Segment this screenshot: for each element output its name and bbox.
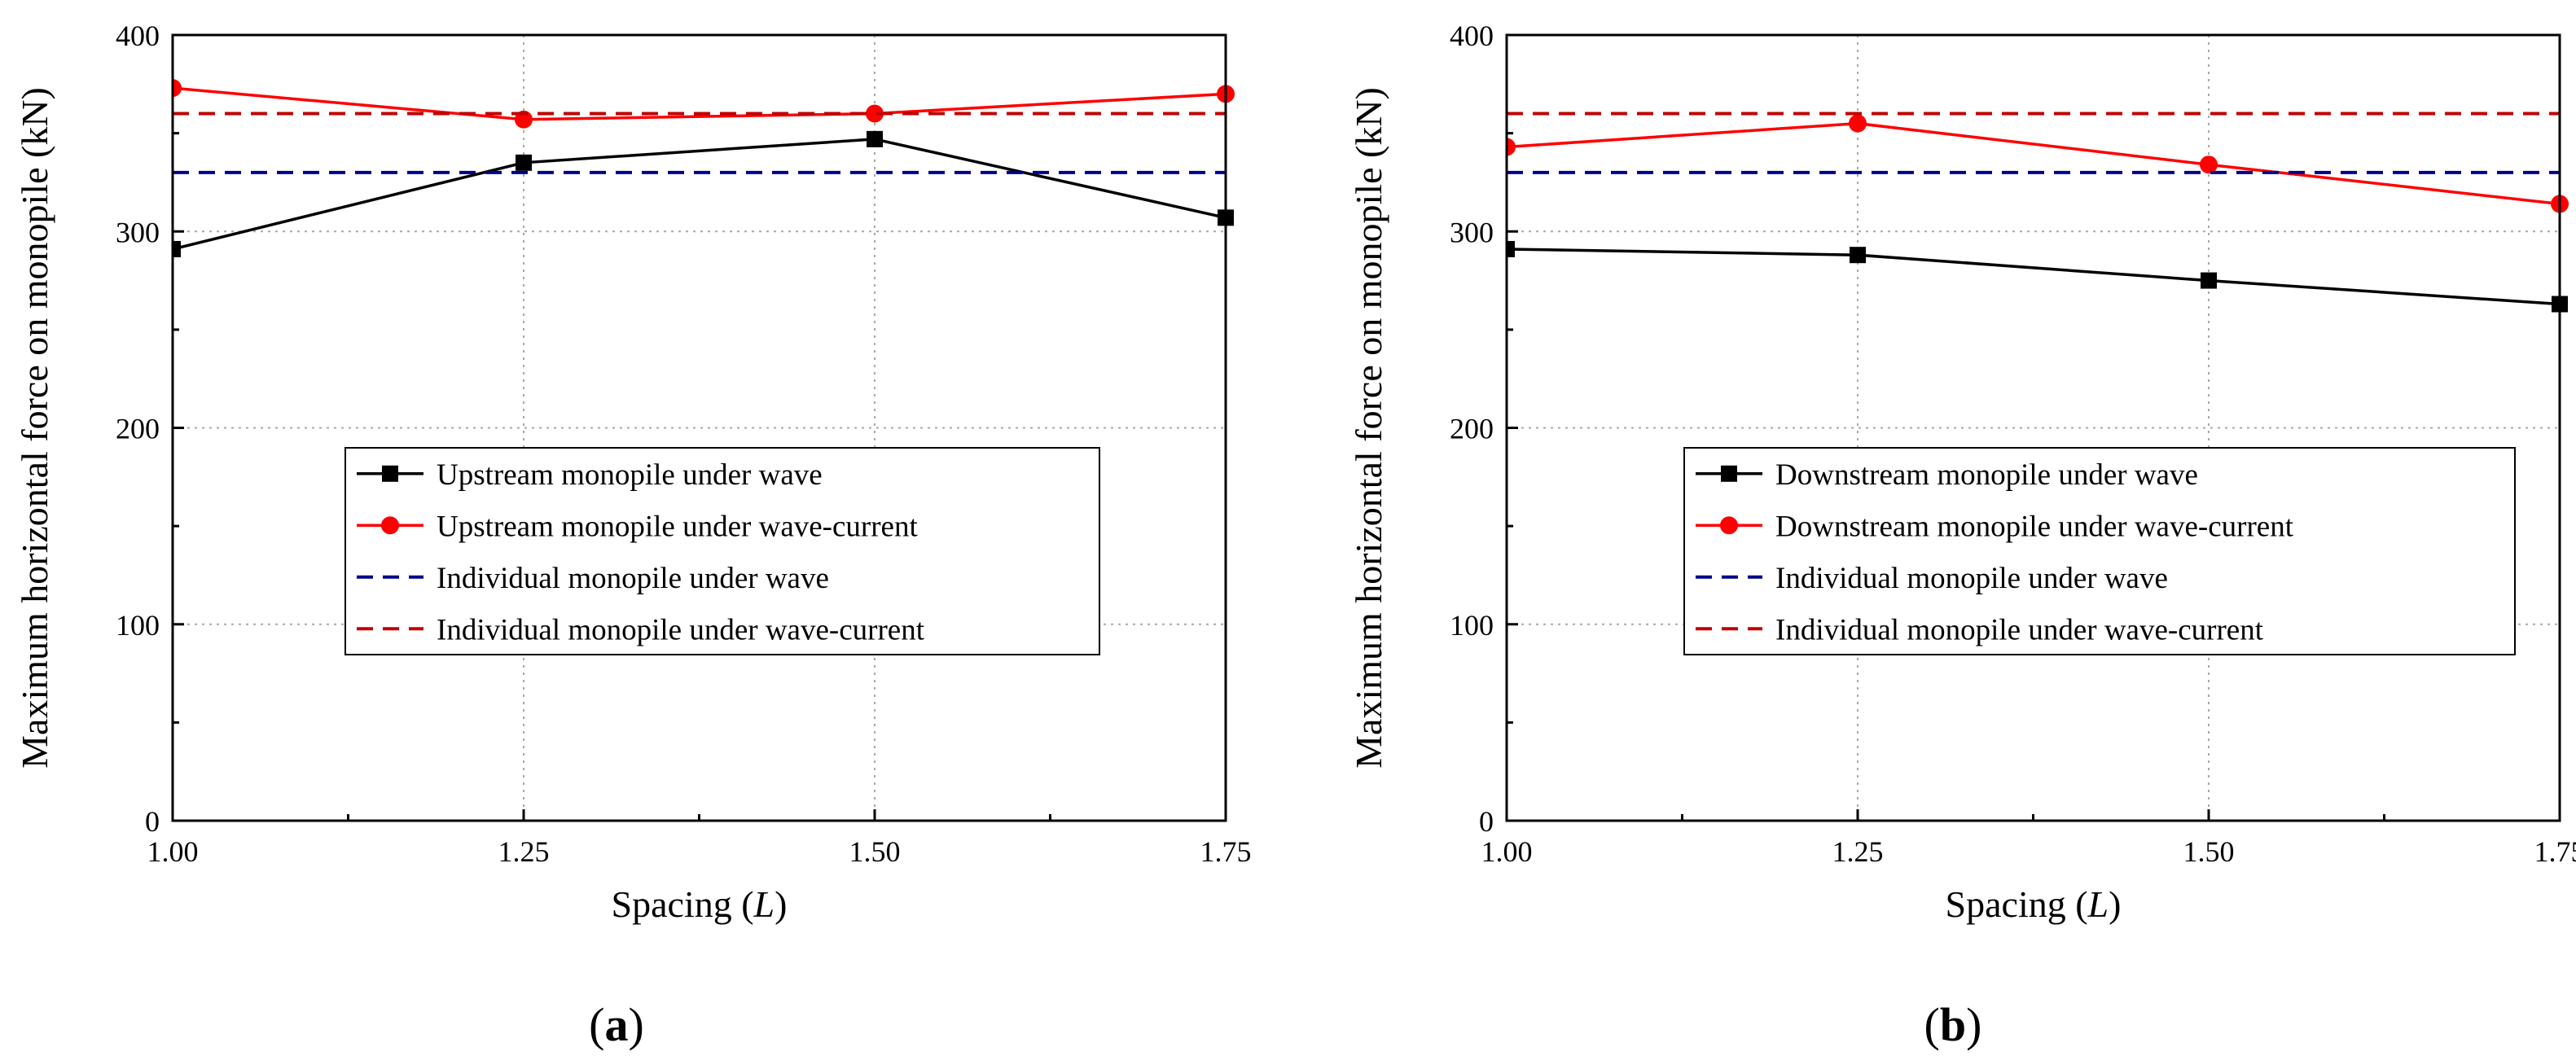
- legend-entry: Individual monopile under wave-current: [437, 613, 925, 646]
- y-tick-label: 300: [116, 216, 160, 248]
- plot-area: [1507, 112, 2569, 313]
- x-axis-label-close: ): [775, 883, 787, 925]
- y-tick-label: 400: [1450, 20, 1494, 52]
- y-axis-label: Maximum horizontal force on monopile (kN…: [1348, 87, 1389, 769]
- legend-entry: Upstream monopile under wave: [437, 458, 823, 492]
- x-axis-label-close: ): [2109, 883, 2121, 925]
- x-tick-label: 1.25: [1832, 835, 1884, 868]
- x-axis-label-text: Spacing (: [1946, 883, 2088, 925]
- y-tick-label: 400: [116, 20, 160, 52]
- y-tick-label: 200: [1450, 413, 1494, 445]
- x-axis-label: Spacing (L): [612, 883, 788, 925]
- panel-label: (a): [589, 998, 644, 1051]
- legend-swatch-marker: [382, 465, 398, 482]
- y-tick-label: 300: [1450, 216, 1494, 248]
- series-line-0: [1507, 248, 2561, 306]
- legend: Upstream monopile under wave Upstream mon…: [344, 447, 1100, 655]
- data-point-square: [1850, 247, 1866, 264]
- panel-a: 1.00 1.25 1.50 1.75 0 100 200 300 400 Spacing (L)…: [14, 20, 1252, 1051]
- data-point-square: [867, 130, 883, 147]
- panel-label-close: ): [1966, 998, 1981, 1051]
- panel-label-letter: a: [605, 998, 629, 1051]
- data-point-circle: [2200, 156, 2218, 174]
- legend-swatch-marker: [381, 516, 399, 535]
- panel-label-open: (: [1924, 998, 1940, 1051]
- data-point-square: [2201, 272, 2217, 289]
- x-axis-label-italic: L: [753, 883, 775, 925]
- legend: Downstream monopile under wave Downstream…: [1683, 447, 2516, 655]
- x-tick-label: 1.50: [849, 835, 901, 868]
- x-tick-label: 1.50: [2183, 835, 2235, 868]
- data-point-square: [1507, 240, 1515, 257]
- legend-entry: Downstream monopile under wave: [1775, 458, 2198, 492]
- series-line-0: [173, 138, 1227, 251]
- panel-label-open: (: [589, 998, 604, 1051]
- y-tick-label: 0: [1479, 805, 1494, 838]
- y-tick-label: 200: [116, 413, 160, 445]
- legend-swatch-marker: [1721, 465, 1737, 482]
- x-tick-label: 1.75: [1200, 835, 1252, 868]
- legend-swatch-marker: [1720, 516, 1738, 535]
- series-line-1: [173, 86, 1227, 121]
- legend-box: [1683, 447, 2516, 655]
- legend-entry: Individual monopile under wave: [1775, 562, 2168, 595]
- y-axis-label: Maximum horizontal force on monopile (kN…: [14, 87, 55, 769]
- data-point-square: [173, 240, 181, 257]
- data-point-square: [516, 154, 532, 171]
- legend-box: [344, 447, 1100, 655]
- legend-entry: Upstream monopile under wave-current: [437, 510, 918, 543]
- panel-label-close: ): [629, 998, 644, 1051]
- panel-b: 1.00 1.25 1.50 1.75 0 100 200 300 400 Spacing (L)…: [1348, 20, 2576, 1051]
- panel-label-letter: b: [1940, 998, 1966, 1051]
- legend-entry: Individual monopile under wave-current: [1775, 613, 2264, 646]
- data-point-circle: [1507, 138, 1516, 156]
- x-tick-label: 1.00: [147, 835, 199, 868]
- series-line-1: [1507, 121, 2561, 206]
- y-tick-label: 0: [145, 805, 160, 838]
- data-point-circle: [866, 104, 884, 123]
- x-axis-label: Spacing (L): [1946, 883, 2122, 925]
- legend-entry: Individual monopile under wave: [437, 562, 829, 595]
- panel-label: (b): [1924, 998, 1982, 1051]
- x-tick-label: 1.75: [2534, 835, 2576, 868]
- y-tick-label: 100: [116, 609, 160, 642]
- x-tick-label: 1.00: [1481, 835, 1533, 868]
- x-axis-label-text: Spacing (: [612, 883, 754, 925]
- plot-area: [173, 79, 1235, 257]
- data-point-circle: [173, 79, 182, 98]
- data-point-circle: [1849, 114, 1867, 133]
- y-tick-label: 100: [1450, 609, 1494, 642]
- legend-entry: Downstream monopile under wave-current: [1775, 510, 2294, 543]
- x-tick-label: 1.25: [498, 835, 550, 868]
- x-axis-label-italic: L: [2087, 883, 2109, 925]
